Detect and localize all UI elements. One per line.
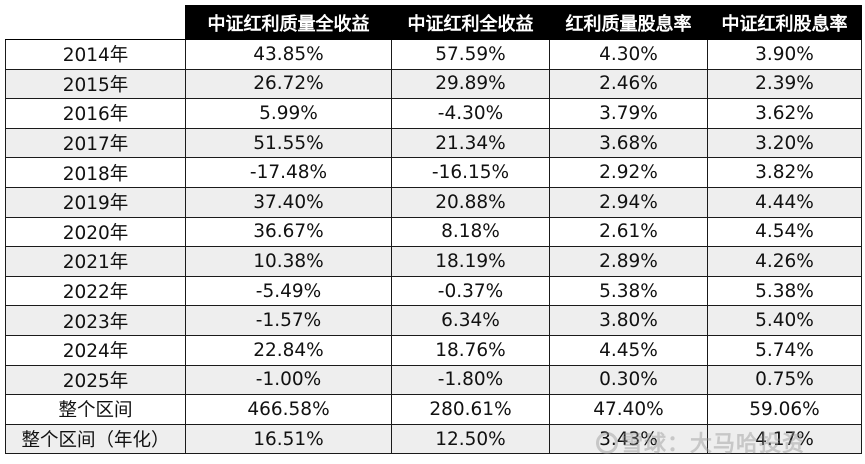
row-label-cell: 2015年 [5,68,186,100]
value-cell: 5.74% [707,334,862,366]
table-row: 2025年 -1.00% -1.80% 0.30% 0.75% [5,364,862,396]
value-cell: 0.30% [549,364,708,396]
value-cell: 2.61% [549,216,708,248]
value-cell: 4.30% [549,39,708,70]
value-cell: 51.55% [185,127,392,159]
value-cell: 6.34% [391,305,550,336]
row-label-cell: 2025年 [5,364,186,396]
dividend-returns-table: 中证红利质量全收益 中证红利全收益 红利质量股息率 中证红利股息率 2014年 4… [5,5,862,455]
table-row: 2023年 -1.57% 6.34% 3.80% 5.40% [5,305,862,336]
value-cell: -0.37% [391,275,550,307]
table-body: 2014年 43.85% 57.59% 4.30% 3.90% 2015年 26.72% 29… [5,39,862,455]
value-cell: 5.38% [707,275,862,307]
value-cell: 3.80% [549,305,708,336]
value-cell: 59.06% [707,394,862,425]
row-label-cell: 2024年 [5,334,186,366]
value-cell: 43.85% [185,39,392,70]
value-cell: 0.75% [707,364,862,396]
row-label-cell: 整个区间（年化） [5,423,186,455]
value-cell: 3.20% [707,127,862,159]
row-label-cell: 2017年 [5,127,186,159]
row-label-cell: 2016年 [5,98,186,129]
value-cell: 2.39% [707,68,862,100]
table-row: 2018年 -17.48% -16.15% 2.92% 3.82% [5,157,862,188]
value-cell: 280.61% [391,394,550,425]
value-cell: 5.40% [707,305,862,336]
value-cell: 4.17% [707,423,862,455]
value-cell: 3.62% [707,98,862,129]
value-cell: 2.89% [549,246,708,277]
table-row: 2014年 43.85% 57.59% 4.30% 3.90% [5,39,862,70]
row-label-cell: 整个区间 [5,394,186,425]
value-cell: 47.40% [549,394,708,425]
value-cell: 22.84% [185,334,392,366]
value-cell: -5.49% [185,275,392,307]
value-cell: 16.51% [185,423,392,455]
value-cell: 29.89% [391,68,550,100]
value-cell: 20.88% [391,186,550,218]
row-label-cell: 2019年 [5,186,186,218]
value-cell: 4.44% [707,186,862,218]
value-cell: 2.94% [549,186,708,218]
row-label-cell: 2023年 [5,305,186,336]
value-cell: 57.59% [391,39,550,70]
table-row: 2024年 22.84% 18.76% 4.45% 5.74% [5,334,862,366]
header-corner-cell [5,5,186,40]
value-cell: 37.40% [185,186,392,218]
table-row: 整个区间（年化） 16.51% 12.50% 3.43% 4.17% [5,423,862,455]
table-row: 2015年 26.72% 29.89% 2.46% 2.39% [5,68,862,100]
value-cell: 3.68% [549,127,708,159]
row-label-cell: 2014年 [5,39,186,70]
value-cell: 2.46% [549,68,708,100]
value-cell: 36.67% [185,216,392,248]
value-cell: 8.18% [391,216,550,248]
value-cell: 466.58% [185,394,392,425]
value-cell: -1.57% [185,305,392,336]
table-row: 2017年 51.55% 21.34% 3.68% 3.20% [5,127,862,159]
header-dividend-quality-yield: 红利质量股息率 [549,5,708,40]
value-cell: 5.99% [185,98,392,129]
table-row: 整个区间 466.58% 280.61% 47.40% 59.06% [5,394,862,425]
row-label-cell: 2018年 [5,157,186,188]
row-label-cell: 2021年 [5,246,186,277]
table-row: 2019年 37.40% 20.88% 2.94% 4.44% [5,186,862,218]
row-label-cell: 2022年 [5,275,186,307]
header-dividend-quality-total-return: 中证红利质量全收益 [185,5,392,40]
table-row: 2016年 5.99% -4.30% 3.79% 3.62% [5,98,862,129]
value-cell: -1.00% [185,364,392,396]
header-row: 中证红利质量全收益 中证红利全收益 红利质量股息率 中证红利股息率 [5,5,862,40]
row-label-cell: 2020年 [5,216,186,248]
value-cell: 4.26% [707,246,862,277]
value-cell: 4.45% [549,334,708,366]
value-cell: 5.38% [549,275,708,307]
value-cell: -4.30% [391,98,550,129]
table-row: 2020年 36.67% 8.18% 2.61% 4.54% [5,216,862,248]
value-cell: 10.38% [185,246,392,277]
value-cell: 21.34% [391,127,550,159]
value-cell: 4.54% [707,216,862,248]
value-cell: -16.15% [391,157,550,188]
value-cell: 2.92% [549,157,708,188]
value-cell: 18.19% [391,246,550,277]
value-cell: -17.48% [185,157,392,188]
value-cell: 18.76% [391,334,550,366]
table-row: 2022年 -5.49% -0.37% 5.38% 5.38% [5,275,862,307]
value-cell: 26.72% [185,68,392,100]
value-cell: 12.50% [391,423,550,455]
header-csi-dividend-yield: 中证红利股息率 [707,5,862,40]
header-csi-dividend-total-return: 中证红利全收益 [391,5,550,40]
value-cell: 3.90% [707,39,862,70]
value-cell: 3.82% [707,157,862,188]
value-cell: 3.43% [549,423,708,455]
value-cell: 3.79% [549,98,708,129]
value-cell: -1.80% [391,364,550,396]
table-row: 2021年 10.38% 18.19% 2.89% 4.26% [5,246,862,277]
